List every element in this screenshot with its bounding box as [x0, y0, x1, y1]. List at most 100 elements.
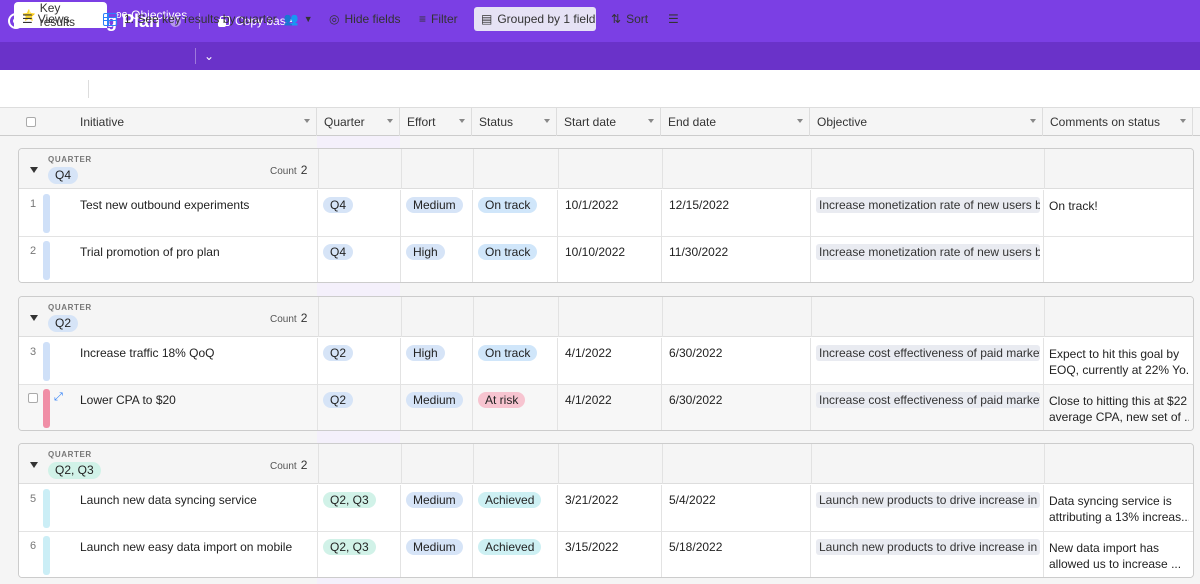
- chevron-down-icon[interactable]: [459, 119, 465, 123]
- initiative-cell[interactable]: Launch new data syncing service: [80, 493, 257, 507]
- comments-cell[interactable]: On track!: [1044, 190, 1193, 237]
- cell[interactable]: [558, 485, 662, 532]
- collapse-triangle-icon[interactable]: [30, 315, 38, 321]
- cell[interactable]: [473, 237, 558, 282]
- row-height-button[interactable]: ☰: [668, 9, 684, 29]
- cell[interactable]: [473, 532, 558, 577]
- cell[interactable]: [811, 385, 1044, 430]
- group-header[interactable]: QUARTER Q4 Count 2: [19, 149, 1193, 189]
- start-date-cell[interactable]: 10/10/2022: [565, 245, 626, 259]
- cell[interactable]: [811, 485, 1044, 532]
- start-date-cell[interactable]: 3/15/2022: [565, 540, 619, 554]
- cell[interactable]: [401, 532, 473, 577]
- start-date-cell[interactable]: 4/1/2022: [565, 393, 612, 407]
- cell[interactable]: [662, 485, 811, 532]
- cell[interactable]: [662, 385, 811, 430]
- comments-cell[interactable]: Expect to hit this goal by EOQ, currently…: [1044, 338, 1193, 385]
- cell[interactable]: [401, 385, 473, 430]
- column-header-start-date[interactable]: Start date: [557, 108, 661, 136]
- cell[interactable]: [662, 532, 811, 577]
- row-checkbox[interactable]: [28, 393, 38, 403]
- end-date-cell[interactable]: 6/30/2022: [669, 393, 723, 407]
- comments-cell[interactable]: Data syncing service is attributing a 13%…: [1044, 485, 1193, 532]
- cell[interactable]: [473, 190, 558, 237]
- group-header[interactable]: QUARTER Q2, Q3 Count 2: [19, 444, 1193, 484]
- cell[interactable]: [811, 237, 1044, 282]
- comments-cell[interactable]: Close to hitting this at $22 average CPA,…: [1044, 385, 1193, 430]
- cell[interactable]: [401, 338, 473, 385]
- objective-cell[interactable]: Launch new products to drive increase in…: [811, 532, 1044, 577]
- cell[interactable]: [401, 190, 473, 237]
- column-header-effort[interactable]: Effort: [400, 108, 472, 136]
- collapse-triangle-icon[interactable]: [30, 462, 38, 468]
- cell[interactable]: [19, 237, 318, 282]
- cell[interactable]: [401, 237, 473, 282]
- group-button[interactable]: ▤ Grouped by 1 field: [474, 7, 596, 31]
- cell[interactable]: [318, 385, 401, 430]
- collapse-triangle-icon[interactable]: [30, 167, 38, 173]
- expand-record-icon[interactable]: ⤢: [54, 391, 63, 403]
- start-date-cell[interactable]: 3/21/2022: [565, 493, 619, 507]
- cell[interactable]: [662, 338, 811, 385]
- cell[interactable]: [558, 237, 662, 282]
- cell[interactable]: [811, 338, 1044, 385]
- cell[interactable]: [558, 385, 662, 430]
- cell[interactable]: [19, 532, 318, 577]
- start-date-cell[interactable]: 10/1/2022: [565, 198, 619, 212]
- initiative-cell[interactable]: Trial promotion of pro plan: [80, 245, 220, 259]
- chevron-down-icon[interactable]: ⌄: [204, 49, 215, 63]
- linked-record-chip[interactable]: Increase cost effectiveness of paid mark…: [816, 345, 1040, 361]
- table-row[interactable]: 5 Launch new data syncing service Q2, Q3 Me…: [19, 485, 1193, 532]
- cell[interactable]: [473, 338, 558, 385]
- table-row[interactable]: ⤢ Lower CPA to $20 Q2 Medium At risk 4/1/2022…: [19, 385, 1193, 430]
- comments-cell[interactable]: New data import has allowed us to increas…: [1044, 532, 1193, 577]
- views-button[interactable]: ☰ Views: [22, 9, 70, 29]
- chevron-down-icon[interactable]: [1180, 119, 1186, 123]
- cell[interactable]: [318, 338, 401, 385]
- cell[interactable]: [19, 338, 318, 385]
- linked-record-chip[interactable]: Launch new products to drive increase in…: [816, 492, 1040, 508]
- filter-button[interactable]: ≡ Filter: [419, 9, 458, 29]
- linked-record-chip[interactable]: Increase monetization rate of new users …: [816, 197, 1040, 213]
- end-date-cell[interactable]: 6/30/2022: [669, 346, 723, 360]
- column-header-initiative[interactable]: Initiative: [72, 108, 317, 136]
- cell[interactable]: [318, 532, 401, 577]
- initiative-cell[interactable]: Lower CPA to $20: [80, 393, 176, 407]
- start-date-cell[interactable]: 4/1/2022: [565, 346, 612, 360]
- cell[interactable]: [318, 190, 401, 237]
- linked-record-chip[interactable]: Increase monetization rate of new users …: [816, 244, 1040, 260]
- initiative-cell[interactable]: Increase traffic 18% QoQ: [80, 346, 215, 360]
- linked-record-chip[interactable]: Increase cost effectiveness of paid mark…: [816, 392, 1040, 408]
- cell[interactable]: [558, 532, 662, 577]
- cell[interactable]: [19, 385, 318, 430]
- end-date-cell[interactable]: 11/30/2022: [669, 245, 729, 259]
- table-row[interactable]: 1 Test new outbound experiments Q4 Medium On…: [19, 190, 1193, 237]
- cell[interactable]: [558, 338, 662, 385]
- objective-cell[interactable]: Launch new products to drive increase in…: [811, 485, 1044, 532]
- column-header-end-date[interactable]: End date: [661, 108, 810, 136]
- cell[interactable]: [19, 485, 318, 532]
- cell[interactable]: [473, 485, 558, 532]
- copy-base-button[interactable]: Copy base: [218, 14, 292, 28]
- group-header[interactable]: QUARTER Q2 Count 2: [19, 297, 1193, 337]
- cell[interactable]: [473, 385, 558, 430]
- end-date-cell[interactable]: 12/15/2022: [669, 198, 730, 212]
- end-date-cell[interactable]: 5/18/2022: [669, 540, 723, 554]
- cell[interactable]: [318, 485, 401, 532]
- cell[interactable]: [662, 190, 811, 237]
- cell[interactable]: [19, 190, 318, 237]
- cell[interactable]: [811, 190, 1044, 237]
- cell[interactable]: [662, 237, 811, 282]
- select-all-checkbox[interactable]: [26, 117, 36, 127]
- table-row[interactable]: 3 Increase traffic 18% QoQ Q2 High On track 4…: [19, 338, 1193, 385]
- tab-objectives[interactable]: ʚɞ Objectives: [108, 2, 195, 28]
- column-header-comments-on-status[interactable]: Comments on status: [1043, 108, 1193, 136]
- view-switcher[interactable]: 1. See key results by quarter 👥 ▼: [103, 9, 318, 29]
- column-header-quarter[interactable]: Quarter: [317, 108, 400, 136]
- objective-cell[interactable]: Increase monetization rate of new users …: [811, 190, 1044, 237]
- end-date-cell[interactable]: 5/4/2022: [669, 493, 716, 507]
- hide-fields-button[interactable]: ◎ Hide fields: [329, 9, 401, 29]
- column-header-status[interactable]: Status: [472, 108, 557, 136]
- chevron-down-icon[interactable]: [304, 119, 310, 123]
- sort-button[interactable]: ⇅ Sort: [611, 9, 648, 29]
